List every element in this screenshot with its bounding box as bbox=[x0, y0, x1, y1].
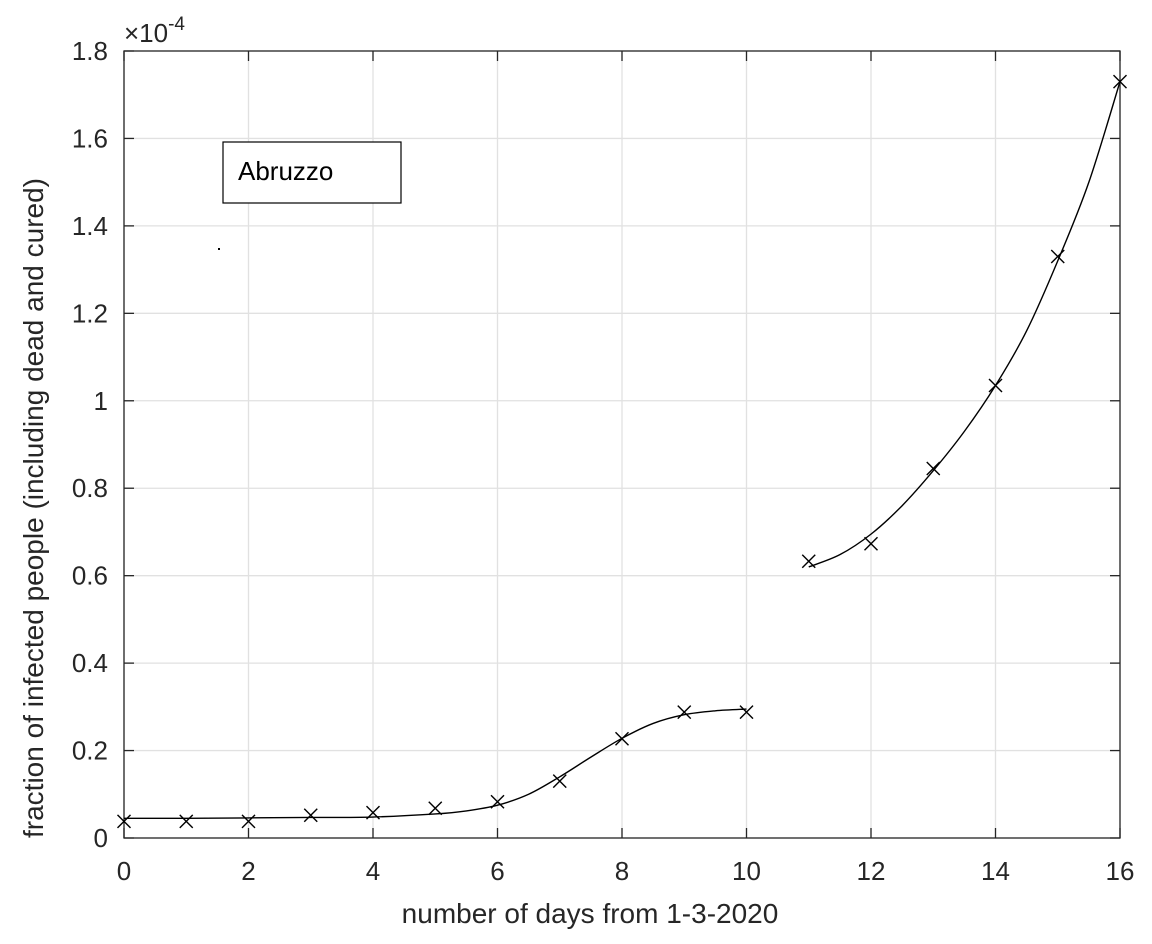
data-point bbox=[303, 808, 318, 823]
data-point bbox=[490, 794, 505, 809]
data-point-stroke bbox=[1113, 74, 1127, 89]
y-tick-label: 0.4 bbox=[72, 648, 108, 678]
ticks bbox=[123, 50, 1121, 839]
x-axis-title: number of days from 1-3-2020 bbox=[402, 898, 779, 929]
legend-label: Abruzzo bbox=[238, 156, 333, 186]
data-point bbox=[739, 705, 754, 720]
stray-dot bbox=[218, 248, 220, 250]
y-exponent-value: -4 bbox=[168, 14, 185, 35]
legend-box bbox=[222, 141, 402, 204]
data-point bbox=[117, 814, 131, 829]
x-tick-label: 8 bbox=[615, 856, 629, 886]
data-point-stroke bbox=[988, 378, 1003, 393]
data-point bbox=[179, 814, 194, 829]
x-tick-label: 2 bbox=[241, 856, 255, 886]
y-tick-label: 1.6 bbox=[72, 123, 108, 153]
y-tick-label: 1.2 bbox=[72, 298, 108, 328]
data-point-stroke bbox=[490, 794, 505, 809]
data-point-stroke bbox=[179, 814, 194, 829]
y-tick-label: 1.8 bbox=[72, 36, 108, 66]
data-point-stroke bbox=[801, 554, 816, 569]
data-point-stroke bbox=[677, 705, 692, 720]
data-point-stroke bbox=[117, 814, 131, 829]
data-point bbox=[926, 461, 941, 476]
y-tick-label: 0.8 bbox=[72, 473, 108, 503]
x-tick-label: 12 bbox=[857, 856, 886, 886]
y-tick-label: 1.4 bbox=[72, 211, 108, 241]
data-point bbox=[677, 705, 692, 720]
y-axis-title: fraction of infected people (including d… bbox=[18, 178, 49, 838]
fit-curve-2 bbox=[808, 81, 1121, 568]
grid bbox=[123, 50, 1121, 839]
data-point-stroke bbox=[1050, 249, 1065, 264]
tick-labels: 0 2 4 6 8 10 12 14 16 0 0.2 0.4 0.6 0.8 1 1.2 1.4 1.6 1.8 bbox=[72, 36, 1135, 886]
data-point bbox=[241, 814, 256, 829]
y-tick-label: 1 bbox=[94, 386, 108, 416]
data-point-stroke bbox=[739, 705, 754, 720]
x-tick-label: 14 bbox=[981, 856, 1010, 886]
data-point bbox=[864, 536, 878, 551]
data-point-stroke bbox=[552, 774, 567, 789]
data-point bbox=[801, 554, 816, 569]
x-tick-label: 4 bbox=[366, 856, 380, 886]
x-tick-label: 6 bbox=[490, 856, 504, 886]
x-tick-label: 16 bbox=[1106, 856, 1135, 886]
y-tick-label: 0 bbox=[94, 823, 108, 853]
data-point bbox=[615, 731, 629, 746]
data-point-stroke bbox=[864, 536, 878, 551]
y-exponent-label: ×10-4 bbox=[124, 14, 185, 48]
data-point bbox=[988, 378, 1003, 393]
data-point-stroke bbox=[366, 805, 380, 820]
legend: Abruzzo bbox=[222, 141, 402, 204]
data-point bbox=[1113, 74, 1127, 89]
data-point bbox=[428, 801, 443, 816]
data-point bbox=[552, 774, 567, 789]
fit-curve-1 bbox=[123, 708, 747, 820]
data-point bbox=[1050, 249, 1065, 264]
data-point-stroke bbox=[615, 731, 629, 746]
data-point bbox=[366, 805, 380, 820]
y-tick-label: 0.2 bbox=[72, 736, 108, 766]
y-exponent-base: ×10 bbox=[124, 18, 168, 48]
data-point-stroke bbox=[241, 814, 256, 829]
data-point-stroke bbox=[303, 808, 318, 823]
x-tick-label: 10 bbox=[732, 856, 761, 886]
data-markers bbox=[117, 74, 1127, 829]
x-tick-label: 0 bbox=[117, 856, 131, 886]
data-point-stroke bbox=[926, 461, 941, 476]
data-point-stroke bbox=[428, 801, 443, 816]
y-tick-label: 0.6 bbox=[72, 561, 108, 591]
